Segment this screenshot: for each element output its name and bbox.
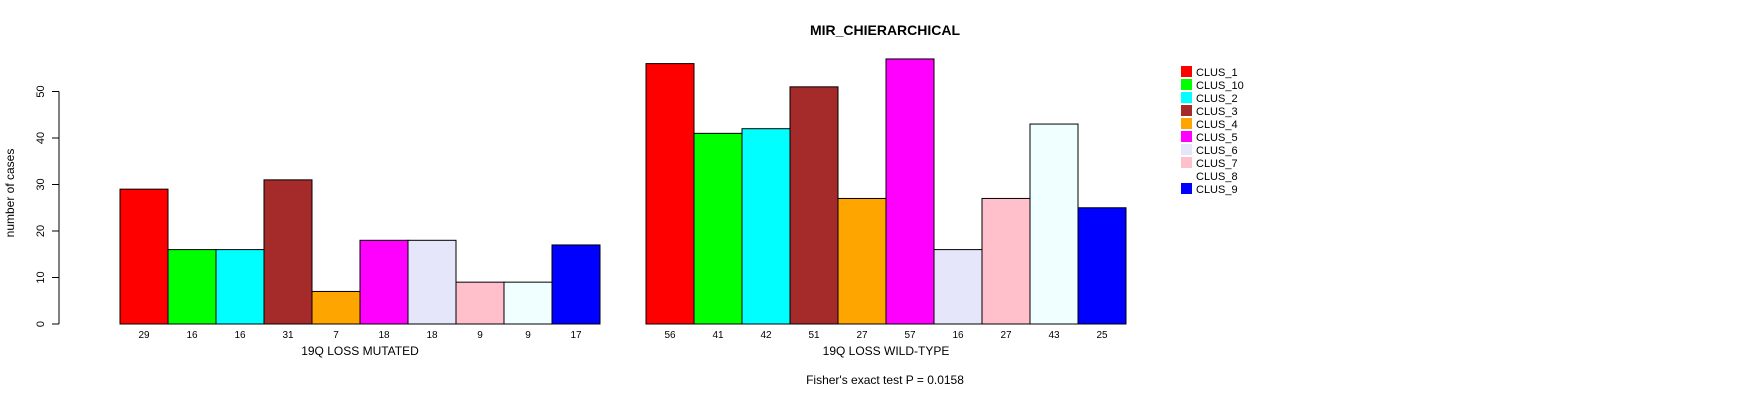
bar-group: 56 41 42 51 27 57 16 27 43 25 19Q LOSS WILD-TYPE (645, 58, 1127, 358)
bar-count-label: 16 (186, 330, 198, 341)
legend-label: CLUS_6 (1196, 145, 1238, 157)
y-tick-label: 10 (35, 271, 47, 283)
bar-count-label: 29 (138, 330, 150, 341)
bar-count-label: 56 (664, 330, 676, 341)
bar-clus-8 (503, 281, 553, 325)
bar-count-label: 7 (333, 330, 339, 341)
fisher-test-footer: Fisher's exact test P = 0.0158 (806, 373, 964, 387)
bar-count-label: 27 (1000, 330, 1012, 341)
legend-swatch (1181, 118, 1192, 129)
bar-count-label: 51 (808, 330, 820, 341)
legend-item: CLUS_7 (1181, 157, 1238, 170)
legend-swatch (1181, 183, 1192, 194)
bar-count-label: 18 (378, 330, 390, 341)
bar-count-label: 16 (952, 330, 964, 341)
bar-clus-5 (359, 239, 409, 325)
legend-item: CLUS_2 (1181, 92, 1238, 105)
bar-clus-8 (1029, 123, 1079, 325)
legend-item: CLUS_1 (1181, 66, 1238, 79)
legend-item: CLUS_3 (1181, 105, 1238, 118)
legend-item: CLUS_9 (1181, 183, 1238, 196)
legend-item: CLUS_6 (1181, 144, 1238, 157)
legend-label: CLUS_10 (1196, 80, 1244, 92)
legend-swatch (1181, 66, 1192, 77)
bar-clus-3 (789, 86, 839, 325)
bar-count-label: 18 (426, 330, 438, 341)
group-label: 19Q LOSS WILD-TYPE (823, 344, 950, 358)
y-tick-label: 50 (35, 85, 47, 97)
legend-swatch (1181, 79, 1192, 90)
legend-label: CLUS_1 (1196, 67, 1238, 79)
chart-title: MIR_CHIERARCHICAL (810, 22, 961, 38)
legend-item: CLUS_8 (1181, 170, 1238, 183)
legend-swatch (1181, 92, 1192, 103)
bar-count-label: 27 (856, 330, 868, 341)
legend-item: CLUS_10 (1181, 79, 1244, 92)
y-axis: 0 10 20 30 40 50 (35, 85, 60, 327)
bar-count-label: 17 (570, 330, 582, 341)
bar-count-label: 25 (1096, 330, 1108, 341)
bar-group: 29 16 16 31 7 18 18 9 9 17 19Q LOSS MUTATED (119, 179, 601, 358)
legend-swatch (1181, 144, 1192, 155)
legend-label: CLUS_7 (1196, 158, 1238, 170)
bar-clus-9 (551, 244, 601, 325)
legend-swatch (1181, 131, 1192, 142)
legend-label: CLUS_9 (1196, 184, 1238, 196)
bar-clus-10 (693, 132, 743, 325)
bar-clus-1 (119, 188, 169, 325)
bar-count-label: 41 (712, 330, 724, 341)
legend-swatch (1181, 105, 1192, 116)
y-axis-label: number of cases (3, 149, 17, 238)
bar-count-label: 9 (477, 330, 483, 341)
group-label: 19Q LOSS MUTATED (301, 344, 419, 358)
y-tick-label: 40 (35, 132, 47, 144)
y-tick-label: 20 (35, 225, 47, 237)
bar-count-label: 42 (760, 330, 772, 341)
bar-clus-10 (167, 249, 217, 325)
legend-label: CLUS_5 (1196, 132, 1238, 144)
bar-count-label: 9 (525, 330, 531, 341)
legend-swatch (1181, 157, 1192, 168)
bar-clus-6 (933, 249, 983, 325)
bar-count-label: 16 (234, 330, 246, 341)
legend-label: CLUS_8 (1196, 171, 1238, 183)
bar-clus-3 (263, 179, 313, 325)
y-tick-label: 0 (35, 321, 47, 327)
bar-clus-9 (1077, 207, 1127, 325)
bar-clus-2 (215, 249, 265, 325)
bar-count-label: 43 (1048, 330, 1060, 341)
bar-clus-7 (981, 197, 1031, 325)
bar-clus-1 (645, 63, 695, 325)
bar-clus-4 (311, 290, 361, 325)
legend-label: CLUS_3 (1196, 106, 1238, 118)
legend-item: CLUS_4 (1181, 118, 1238, 131)
bar-count-label: 31 (282, 330, 294, 341)
bar-clus-5 (885, 58, 935, 325)
y-tick-label: 30 (35, 178, 47, 190)
legend-item: CLUS_5 (1181, 131, 1238, 144)
legend-swatch (1181, 170, 1192, 181)
bar-clus-7 (455, 281, 505, 325)
bar-clus-6 (407, 239, 457, 325)
bar-count-label: 57 (904, 330, 916, 341)
legend-label: CLUS_4 (1196, 119, 1238, 131)
bar-clus-4 (837, 197, 887, 325)
legend: CLUS_1CLUS_10CLUS_2CLUS_3CLUS_4CLUS_5CLU… (1181, 66, 1244, 196)
bar-clus-2 (741, 128, 791, 325)
legend-label: CLUS_2 (1196, 93, 1238, 105)
